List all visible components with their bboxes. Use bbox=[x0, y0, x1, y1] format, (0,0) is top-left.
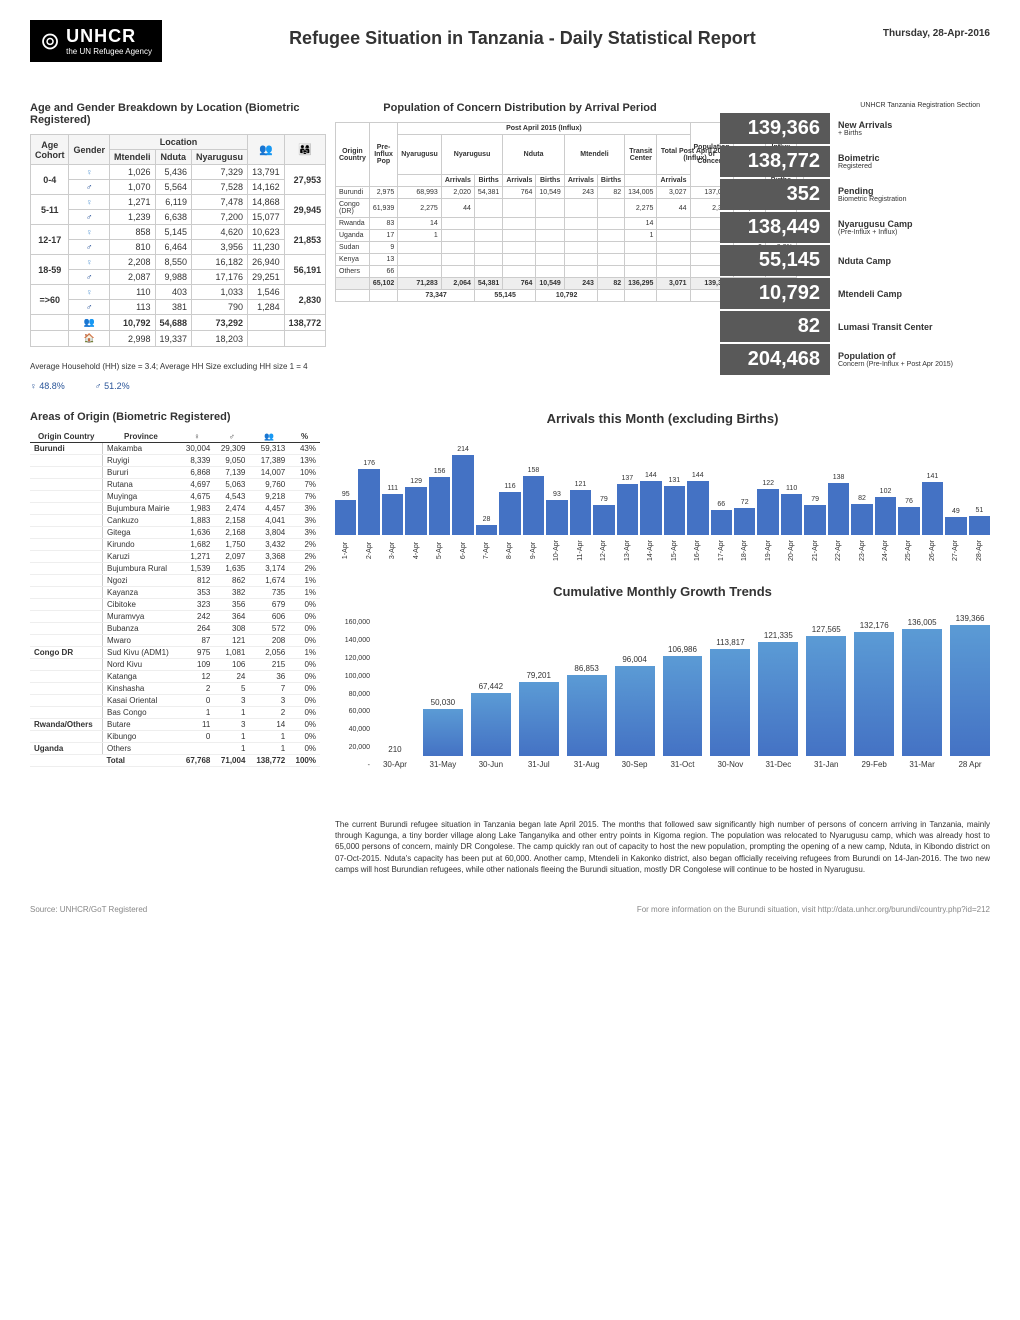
summary-item: 204,468Population ofConcern (Pre-Influx … bbox=[720, 344, 980, 375]
cum-bar: 132,17629-Feb bbox=[854, 621, 894, 769]
cum-bar: 121,33531-Dec bbox=[758, 631, 798, 769]
summary-item: 10,792Mtendeli Camp bbox=[720, 278, 980, 309]
logo-sub: the UN Refugee Agency bbox=[66, 47, 152, 56]
daily-bar: 10224-Apr bbox=[875, 488, 896, 554]
summary-header: UNHCR Tanzania Registration Section bbox=[720, 102, 980, 109]
footer-link: For more information on the Burundi situ… bbox=[637, 905, 990, 914]
age-table: Age CohortGenderLocation👥👨‍👩‍👧 MtendeliN… bbox=[30, 134, 326, 347]
cum-bar: 106,98631-Oct bbox=[663, 645, 703, 769]
origin-table: Origin CountryProvince♀♂👥% BurundiMakamb… bbox=[30, 431, 320, 767]
origin-title: Areas of Origin (Biometric Registered) bbox=[30, 411, 320, 423]
logo-main: UNHCR bbox=[66, 26, 152, 47]
daily-title: Arrivals this Month (excluding Births) bbox=[335, 411, 990, 426]
cum-bar: 96,00430-Sep bbox=[615, 655, 655, 769]
summary-item: 138,772BoimetricRegistered bbox=[720, 146, 980, 177]
daily-bar: 5128-Apr bbox=[969, 507, 990, 554]
daily-bar: 2146-Apr bbox=[452, 446, 473, 554]
daily-bar: 1762-Apr bbox=[358, 460, 379, 554]
daily-bar: 13713-Apr bbox=[617, 475, 638, 554]
footer: Source: UNHCR/GoT Registered For more in… bbox=[30, 905, 990, 914]
daily-bar: 7218-Apr bbox=[734, 499, 755, 554]
summary-section: UNHCR Tanzania Registration Section 139,… bbox=[720, 102, 980, 391]
unhcr-logo: ⊚ UNHCR the UN Refugee Agency bbox=[30, 20, 162, 62]
footer-source: Source: UNHCR/GoT Registered bbox=[30, 905, 147, 914]
report-title: Refugee Situation in Tanzania - Daily St… bbox=[162, 20, 883, 49]
cum-bar: 86,85331-Aug bbox=[567, 664, 607, 769]
daily-chart: 951-Apr1762-Apr1113-Apr1294-Apr1565-Apr2… bbox=[335, 434, 990, 554]
daily-bar: 9310-Apr bbox=[546, 491, 567, 554]
cum-bar: 136,00531-Mar bbox=[902, 618, 942, 770]
daily-bar: 1294-Apr bbox=[405, 478, 426, 554]
daily-bar: 4927-Apr bbox=[945, 508, 966, 554]
cum-bar: 113,81730-Nov bbox=[710, 638, 750, 769]
header: ⊚ UNHCR the UN Refugee Agency Refugee Si… bbox=[30, 20, 990, 62]
daily-bar: 14126-Apr bbox=[922, 473, 943, 554]
summary-item: 82Lumasi Transit Center bbox=[720, 311, 980, 342]
daily-bar: 7921-Apr bbox=[804, 496, 825, 554]
cum-bar: 67,44230-Jun bbox=[471, 682, 511, 769]
age-gender-section: Age and Gender Breakdown by Location (Bi… bbox=[30, 102, 320, 391]
cum-chart: 160,000140,000120,000100,00080,00060,000… bbox=[335, 619, 990, 799]
female-pct: ♀ 48.8% bbox=[30, 381, 65, 391]
cum-bar: 79,20131-Jul bbox=[519, 671, 559, 769]
daily-bar: 14414-Apr bbox=[640, 472, 661, 554]
summary-item: 352PendingBiometric Registration bbox=[720, 179, 980, 210]
cum-bar: 50,03031-May bbox=[423, 698, 463, 769]
daily-bar: 13115-Apr bbox=[664, 477, 685, 554]
daily-bar: 13822-Apr bbox=[828, 474, 849, 554]
charts-section: Arrivals this Month (excluding Births) 9… bbox=[335, 411, 990, 875]
male-pct: ♂ 51.2% bbox=[95, 381, 130, 391]
daily-bar: 12219-Apr bbox=[757, 480, 778, 554]
cum-title: Cumulative Monthly Growth Trends bbox=[335, 584, 990, 599]
cum-bar: 127,56531-Jan bbox=[806, 625, 846, 769]
hh-note: Average Household (HH) size = 3.4; Avera… bbox=[30, 362, 320, 371]
daily-bar: 1168-Apr bbox=[499, 483, 520, 554]
daily-bar: 1113-Apr bbox=[382, 485, 403, 554]
unhcr-icon: ⊚ bbox=[40, 27, 60, 56]
daily-bar: 7912-Apr bbox=[593, 496, 614, 554]
y-axis: 160,000140,000120,000100,00080,00060,000… bbox=[335, 619, 370, 769]
summary-item: 55,145Nduta Camp bbox=[720, 245, 980, 276]
summary-item: 138,449Nyarugusu Camp(Pre-Influx + Influ… bbox=[720, 212, 980, 243]
distro-section: Population of Concern Distribution by Ar… bbox=[335, 102, 705, 391]
summary-item: 139,366New Arrivals+ Births bbox=[720, 113, 980, 144]
daily-bar: 6617-Apr bbox=[711, 501, 732, 554]
daily-bar: 7625-Apr bbox=[898, 498, 919, 554]
origin-section: Areas of Origin (Biometric Registered) O… bbox=[30, 411, 320, 875]
report-date: Thursday, 28-Apr-2016 bbox=[883, 20, 990, 39]
daily-bar: 287-Apr bbox=[476, 516, 497, 554]
daily-bar: 1589-Apr bbox=[523, 467, 544, 554]
age-title: Age and Gender Breakdown by Location (Bi… bbox=[30, 102, 320, 126]
daily-bar: 951-Apr bbox=[335, 491, 356, 555]
daily-bar: 12111-Apr bbox=[570, 481, 591, 554]
cum-bar: 21030-Apr bbox=[375, 745, 415, 769]
daily-bar: 8223-Apr bbox=[851, 495, 872, 554]
daily-bar: 14416-Apr bbox=[687, 472, 708, 554]
daily-bar: 1565-Apr bbox=[429, 468, 450, 554]
narrative: The current Burundi refugee situation in… bbox=[335, 819, 990, 875]
cum-bar: 139,36628 Apr bbox=[950, 614, 990, 769]
distro-title: Population of Concern Distribution by Ar… bbox=[335, 102, 705, 114]
daily-bar: 11020-Apr bbox=[781, 485, 802, 554]
gender-pct: ♀ 48.8% ♂ 51.2% bbox=[30, 381, 320, 391]
